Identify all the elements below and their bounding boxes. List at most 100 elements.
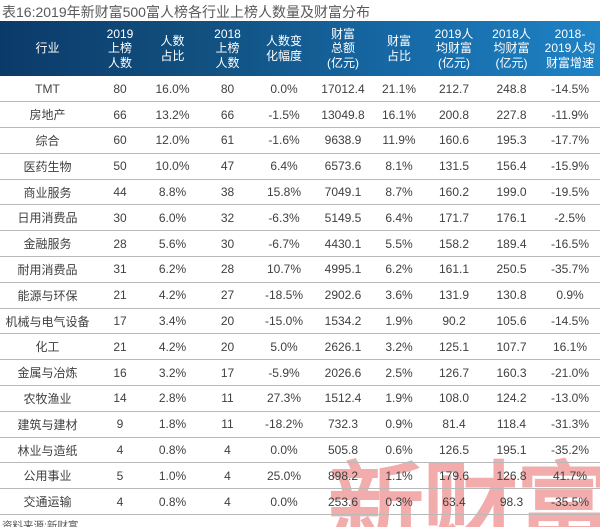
industry-cell: 建筑与建材: [17, 417, 78, 432]
value-cell: -21.0%: [550, 365, 590, 380]
value-cell: 1534.2: [324, 314, 362, 329]
value-cell: 0.0%: [270, 443, 298, 458]
source-note: 资料来源:新财富: [2, 520, 79, 527]
value-cell: 28: [220, 262, 235, 277]
value-cell: -1.6%: [268, 133, 300, 148]
value-cell: 66: [220, 107, 235, 122]
value-cell: 17012.4: [321, 81, 365, 96]
table-row: 商业服务 44 8.8% 38 15.8% 7049.1 8.7% 160.2 199.0 -19…: [0, 179, 600, 205]
industry-cell: 商业服务: [23, 185, 72, 200]
industry-cell: 耐用消费品: [17, 262, 78, 277]
value-cell: 98.3: [499, 494, 524, 509]
value-cell: 6.0%: [158, 210, 187, 225]
value-cell: 160.6: [438, 133, 470, 148]
value-cell: 63.4: [442, 494, 466, 509]
value-cell: 12.0%: [155, 133, 190, 148]
value-cell: 189.4: [496, 236, 527, 251]
value-cell: 5.6%: [158, 236, 187, 251]
table-row: 房地产 66 13.2% 66 -1.5% 13049.8 16.1% 200.8 227.8 -…: [0, 102, 600, 128]
value-cell: 21: [113, 288, 127, 303]
value-cell: 250.5: [496, 262, 527, 277]
value-cell: 4: [224, 443, 231, 458]
table-row: 日用消费品 30 6.0% 32 -6.3% 5149.5 6.4% 171.7 176.1 -2…: [0, 205, 600, 231]
value-cell: 20: [220, 314, 235, 329]
value-cell: 0.3%: [385, 494, 413, 509]
value-cell: 28: [113, 236, 127, 251]
value-cell: 124.2: [496, 391, 527, 406]
value-cell: 66: [113, 107, 127, 122]
value-cell: 0.9%: [556, 288, 584, 303]
value-cell: 47: [220, 159, 235, 174]
value-cell: 25.0%: [266, 468, 302, 483]
value-cell: 505.8: [327, 443, 359, 458]
column-header-2: 人数 占比: [160, 34, 185, 63]
value-cell: -14.5%: [550, 314, 590, 329]
value-cell: 253.6: [327, 494, 359, 509]
industry-cell: 金属与冶炼: [17, 366, 78, 381]
table-row: 交通运输 4 0.8% 4 0.0% 253.6 0.3% 63.4 98.3 -35.5%: [0, 489, 600, 515]
value-cell: 10.0%: [155, 159, 190, 174]
value-cell: 8.8%: [158, 185, 187, 200]
value-cell: 7049.1: [324, 185, 362, 200]
value-cell: -16.5%: [550, 236, 590, 251]
table-row: 化工 21 4.2% 20 5.0% 2626.1 3.2% 125.1 107.7 16.1%: [0, 334, 600, 360]
value-cell: 2.8%: [158, 391, 187, 406]
value-cell: 5: [116, 468, 124, 483]
value-cell: 1512.4: [324, 391, 362, 406]
industry-cell: 化工: [35, 340, 60, 355]
value-cell: 8.7%: [385, 185, 413, 200]
value-cell: 4.2%: [158, 339, 187, 354]
value-cell: 21.1%: [381, 81, 417, 96]
value-cell: 195.1: [496, 443, 527, 458]
value-cell: 248.8: [496, 81, 527, 96]
value-cell: 44: [113, 185, 127, 200]
value-cell: 11: [221, 417, 234, 432]
table-row: 综合 60 12.0% 61 -1.6% 9638.9 11.9% 160.6 195.3 -17…: [0, 128, 600, 154]
value-cell: 2902.6: [324, 288, 362, 303]
value-cell: 130.8: [496, 288, 527, 303]
column-header-7: 2019人 均财富 (亿元): [434, 26, 474, 70]
value-cell: 160.2: [438, 185, 470, 200]
value-cell: -14.5%: [550, 81, 590, 96]
value-cell: 90.2: [442, 314, 466, 329]
value-cell: -19.5%: [550, 185, 590, 200]
industry-cell: 机械与电气设备: [5, 314, 90, 329]
industry-cell: 能源与环保: [17, 288, 78, 303]
table-row: 金融服务 28 5.6% 30 -6.7% 4430.1 5.5% 158.2 189.4 -16…: [0, 231, 600, 257]
value-cell: 2626.1: [324, 339, 362, 354]
value-cell: 17: [113, 314, 127, 329]
value-cell: 4: [224, 494, 231, 509]
table-row: 公用事业 5 1.0% 4 25.0% 898.2 1.1% 179.6 126.8 41.7%: [0, 463, 600, 489]
value-cell: 126.5: [438, 443, 470, 458]
table-row: 耐用消费品 31 6.2% 28 10.7% 4995.1 6.2% 161.1 250.5 -3…: [0, 257, 600, 283]
value-cell: 5149.5: [324, 210, 362, 225]
value-cell: 0.8%: [158, 494, 187, 509]
value-cell: 0.9%: [385, 417, 413, 432]
value-cell: 0.6%: [385, 443, 413, 458]
industry-cell: 公用事业: [23, 469, 72, 484]
value-cell: 11: [221, 391, 234, 406]
table-body: TMT 80 16.0% 80 0.0% 17012.4 21.1% 212.7 248.8 -1…: [0, 76, 600, 515]
value-cell: 15.8%: [266, 185, 302, 200]
industry-cell: 农牧渔业: [23, 391, 72, 406]
value-cell: 108.0: [438, 391, 470, 406]
value-cell: 13.2%: [155, 107, 190, 122]
value-cell: 160.3: [496, 365, 527, 380]
value-cell: 30: [113, 210, 127, 225]
industry-cell: 金融服务: [23, 237, 72, 252]
value-cell: 9: [116, 417, 124, 432]
value-cell: 156.4: [496, 159, 527, 174]
value-cell: -35.5%: [550, 494, 590, 509]
value-cell: 80: [113, 81, 127, 96]
value-cell: 6.4%: [270, 159, 298, 174]
value-cell: 27.3%: [266, 391, 302, 406]
column-header-0: 行业: [35, 41, 60, 56]
value-cell: -31.3%: [550, 417, 590, 432]
value-cell: 1.9%: [385, 391, 413, 406]
industry-wealth-table: 行业 2019 上榜 人数 人数 占比 2018 上榜 人数 人数变 化幅度 财富 总额 …: [0, 21, 600, 515]
value-cell: 227.8: [496, 107, 527, 122]
value-cell: 16: [113, 365, 127, 380]
value-cell: -1.5%: [268, 107, 300, 122]
value-cell: 1.0%: [158, 468, 187, 483]
value-cell: -11.9%: [551, 107, 589, 122]
